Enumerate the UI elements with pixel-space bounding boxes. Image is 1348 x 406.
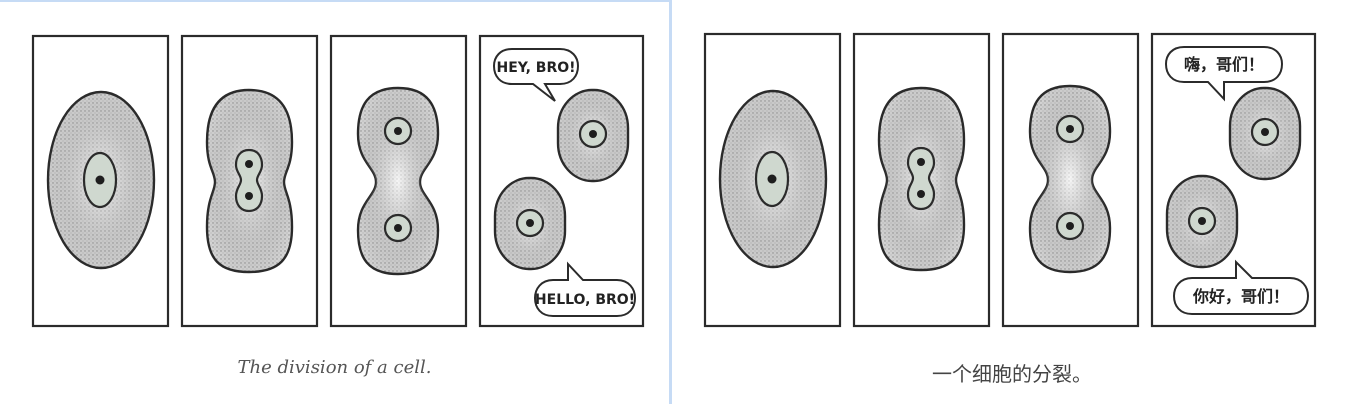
bubble-top-text: HEY, BRO! [496,60,575,76]
cell-pinching [356,86,440,276]
comic-english: HEY, BRO! HELLO, BRO! The division of a … [0,0,672,404]
figure-caption: The division of a cell. [237,357,432,378]
daughter-cell-top [556,88,630,183]
speech-bubble-top: HEY, BRO! [492,48,580,102]
daughter-cell-top [1228,86,1302,181]
comic-chinese: 嗨，哥们！ 你好，哥们！ 一个细胞的分裂。 [676,0,1348,404]
bubble-bottom-text: 你好，哥们！ [1192,287,1289,306]
comic-strip-chinese: 嗨，哥们！ 你好，哥们！ [703,32,1317,328]
daughter-cell-bottom [1165,174,1239,269]
comic-strip-english: HEY, BRO! HELLO, BRO! [31,34,645,328]
cell-whole [718,89,828,269]
cell-elongating [205,88,294,274]
speech-bubble-bottom: HELLO, BRO! [533,261,637,317]
bubble-top-text: 嗨，哥们！ [1184,55,1264,74]
cell-whole [46,90,156,270]
speech-bubble-bottom: 你好，哥们！ [1172,259,1310,315]
daughter-cell-bottom [493,176,567,271]
figure-caption: 一个细胞的分裂。 [932,362,1092,386]
cell-pinching [1028,84,1112,274]
speech-bubble-top: 嗨，哥们！ [1164,46,1284,102]
cell-elongating [877,86,966,272]
bubble-bottom-text: HELLO, BRO! [535,292,635,308]
